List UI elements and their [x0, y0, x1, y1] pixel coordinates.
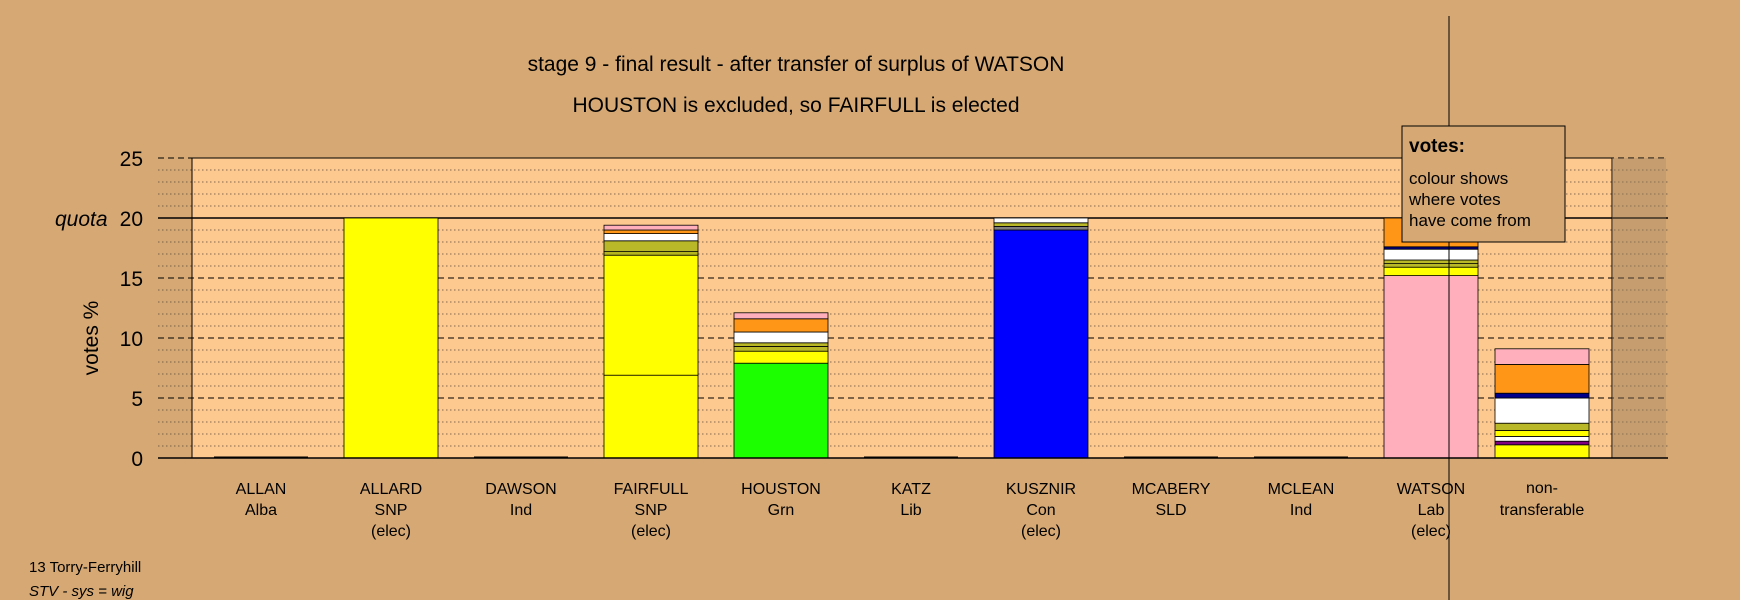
- candidate-party: Lib: [900, 502, 921, 519]
- legend-line-3: have come from: [1409, 211, 1531, 230]
- bar-segment: [1494, 348, 1590, 365]
- y-tick-label: 15: [120, 268, 143, 291]
- bar-segment: [1494, 440, 1590, 446]
- bar-segment: [603, 254, 699, 376]
- bar-houston: [733, 312, 829, 459]
- chart-title: stage 9 - final result - after transfer …: [528, 53, 1065, 76]
- side-shade: [1612, 158, 1666, 458]
- candidate-name: KATZ: [891, 481, 931, 498]
- y-axis-label: votes %: [80, 301, 103, 376]
- bar-segment: [1494, 429, 1590, 437]
- candidate-party: Ind: [1290, 502, 1312, 519]
- y-tick-label: 5: [131, 388, 143, 411]
- candidate-status: (elec): [631, 523, 671, 540]
- candidate-name: MCLEAN: [1268, 481, 1335, 498]
- bar-segment: [733, 362, 829, 459]
- candidate-status: (elec): [1411, 523, 1451, 540]
- candidate-party: Lab: [1418, 502, 1445, 519]
- bar-segment: [603, 233, 699, 242]
- bar-segment: [733, 331, 829, 344]
- candidate-party: Ind: [510, 502, 532, 519]
- candidate-name: DAWSON: [485, 481, 556, 498]
- candidate-name: FAIRFULL: [614, 481, 689, 498]
- candidate-status: (elec): [371, 523, 411, 540]
- bar-segment: [1383, 263, 1479, 268]
- candidate-party: SNP: [635, 502, 668, 519]
- bar-watson: [1383, 217, 1479, 459]
- legend-line-1: colour shows: [1409, 169, 1508, 188]
- bar-segment: [733, 350, 829, 364]
- candidate-status: (elec): [1021, 523, 1061, 540]
- candidate-party: SNP: [375, 502, 408, 519]
- candidate-name: HOUSTON: [741, 481, 821, 498]
- bar-segment: [733, 318, 829, 333]
- legend-line-2: where votes: [1408, 190, 1501, 209]
- y-tick-label: 10: [120, 328, 143, 351]
- bar-allard: [343, 217, 439, 459]
- bar-segment: [993, 222, 1089, 227]
- chart-subtitle: HOUSTON is excluded, so FAIRFULL is elec…: [573, 94, 1020, 117]
- footer-system: STV - sys = wig: [29, 583, 134, 600]
- bar-segment: [1494, 397, 1590, 424]
- candidate-party: Con: [1026, 502, 1055, 519]
- candidate-name: MCABERY: [1132, 481, 1211, 498]
- candidate-name: KUSZNIR: [1006, 481, 1076, 498]
- bar-nontransferable: [1494, 348, 1590, 459]
- bar-segment: [603, 251, 699, 256]
- footer-constituency: 13 Torry-Ferryhill: [29, 559, 141, 576]
- bar-segment: [993, 217, 1089, 224]
- candidate-name: ALLARD: [360, 481, 422, 498]
- bar-segment: [603, 374, 699, 459]
- candidate-party: Grn: [768, 502, 795, 519]
- bar-segment: [343, 217, 439, 459]
- candidate-name: WATSON: [1397, 481, 1465, 498]
- bar-segment: [733, 342, 829, 347]
- candidate-party: Alba: [245, 502, 277, 519]
- bar-segment: [993, 229, 1089, 459]
- legend-box: [1401, 125, 1566, 243]
- bar-segment: [1383, 275, 1479, 459]
- y-tick-label: 25: [120, 148, 143, 171]
- quota-label: quota: [55, 208, 108, 231]
- bar-segment: [1494, 363, 1590, 394]
- bar-fairfull: [603, 224, 699, 459]
- bar-segment: [1494, 422, 1590, 431]
- bar-segment: [1494, 444, 1590, 459]
- y-tick-label: 0: [131, 448, 143, 471]
- legend: votes: colour shows where votes have com…: [1401, 125, 1566, 243]
- candidate-party: SLD: [1155, 502, 1186, 519]
- bar-segment: [733, 345, 829, 352]
- nontransferable-label-2: transferable: [1500, 502, 1585, 519]
- nontransferable-label-1: non-: [1526, 480, 1558, 497]
- bar-segment: [733, 312, 829, 320]
- bar-segment: [603, 224, 699, 231]
- bar-segment: [1383, 248, 1479, 261]
- bar-kusznir: [993, 217, 1089, 459]
- bar-segment: [993, 225, 1089, 231]
- bar-segment: [1494, 435, 1590, 442]
- bar-segment: [1383, 259, 1479, 264]
- bar-segment: [1383, 266, 1479, 277]
- bar-segment: [1494, 392, 1590, 399]
- bar-segment: [603, 229, 699, 234]
- bar-segment: [603, 240, 699, 253]
- y-tick-label: 20: [120, 208, 143, 231]
- candidate-name: ALLAN: [236, 481, 287, 498]
- legend-heading: votes:: [1409, 136, 1465, 157]
